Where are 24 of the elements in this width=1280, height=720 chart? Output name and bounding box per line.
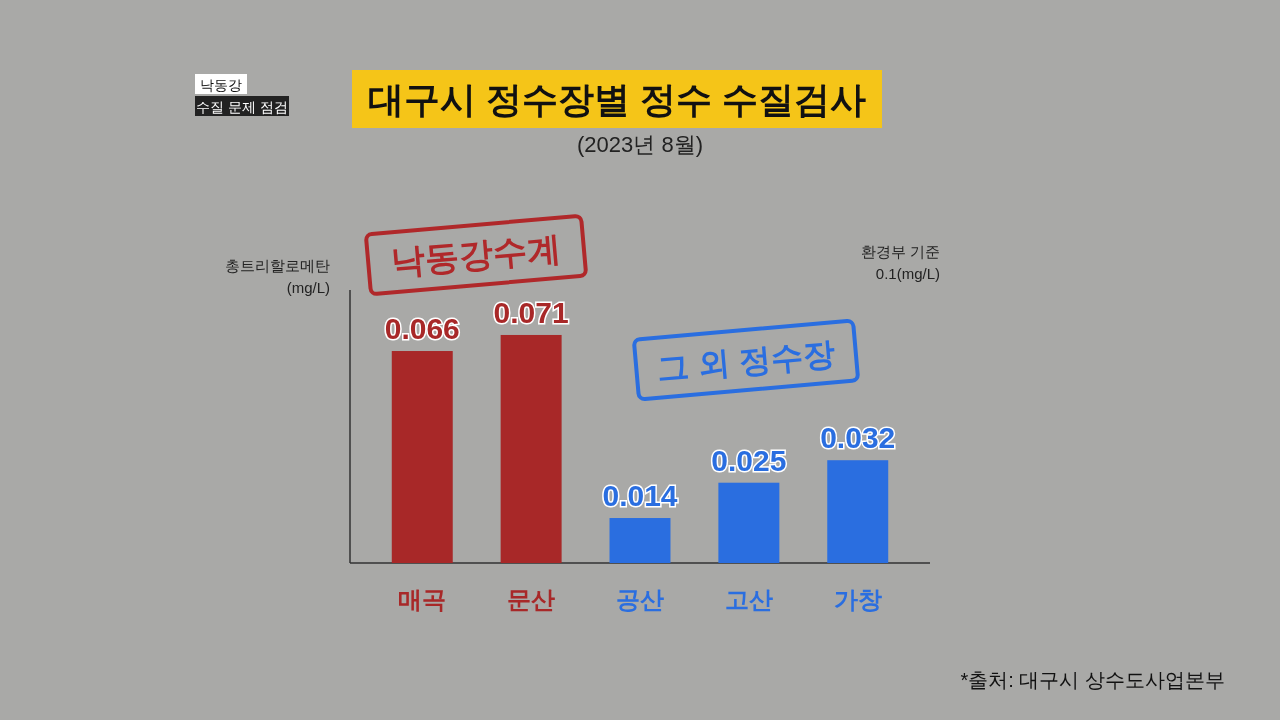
text: 수질 문제 점검 [196, 99, 288, 115]
data-label: 0.025 [711, 443, 787, 477]
data-label: 0.071 [493, 295, 569, 329]
bar [500, 334, 562, 563]
text: 낙동강 [200, 77, 242, 93]
data-label: 0.032 [820, 421, 896, 455]
data-label: 0.014 [602, 479, 678, 513]
text: 낙동강수계 [389, 228, 563, 282]
bar [827, 460, 889, 563]
x-tick-label: 고산 [724, 586, 773, 613]
x-tick-label: 매곡 [398, 586, 447, 613]
y-axis-title: 총트리할로메탄 (mg/L) [225, 257, 330, 296]
bar [391, 351, 453, 563]
x-tick-label: 문산 [507, 586, 556, 613]
chart-title: 대구시 정수장별 정수 수질검사 [367, 79, 867, 120]
chart-subtitle: (2023년 8월) [577, 132, 703, 157]
data-label: 0.066 [384, 312, 460, 346]
bar [718, 482, 780, 563]
text: 환경부 기준 0.1(mg/L) [860, 243, 940, 282]
bar [609, 518, 671, 563]
x-tick-label: 공산 [616, 586, 664, 613]
x-tick-label: 가창 [833, 586, 882, 613]
annotation: 그 외 정수장 [655, 335, 837, 387]
text: *출처: 대구시 상수도사업본부 [960, 669, 1225, 691]
